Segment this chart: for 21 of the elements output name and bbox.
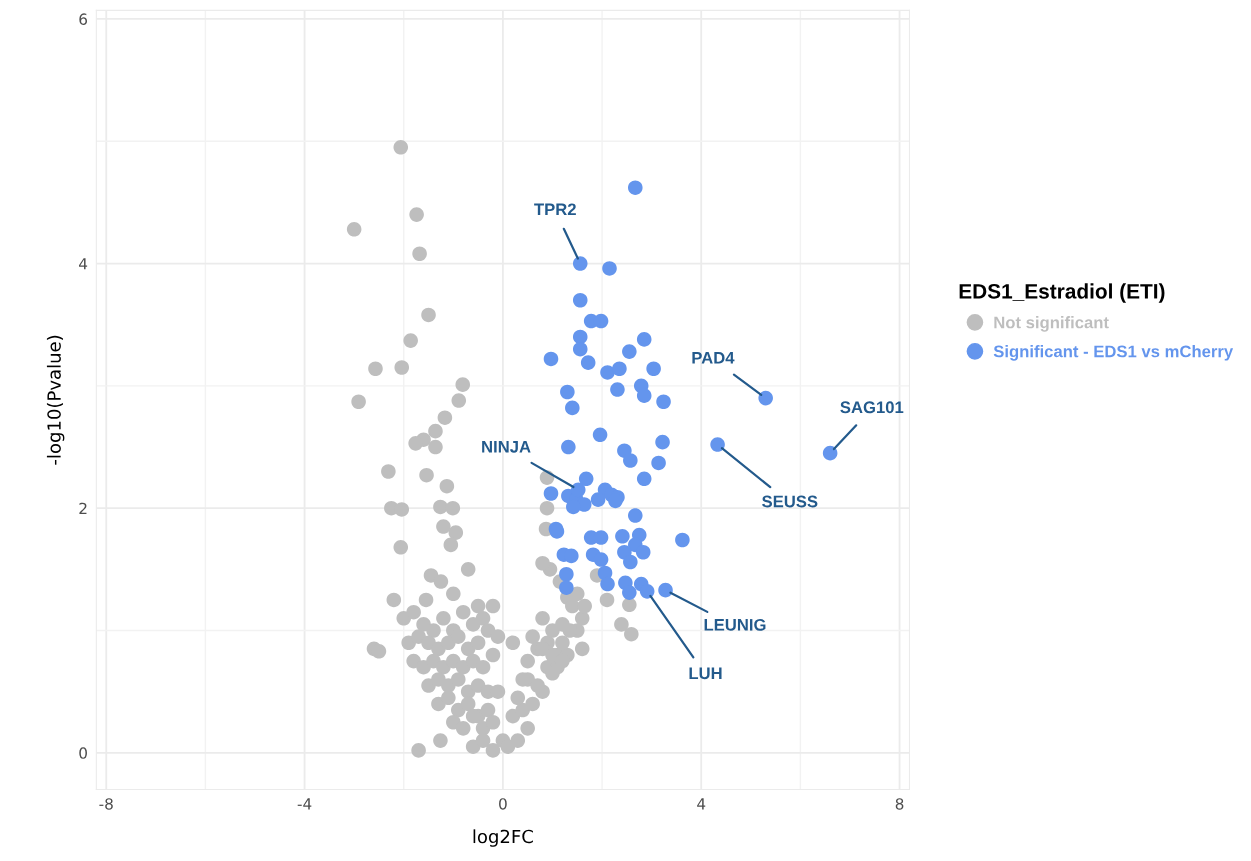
legend-label: Not significant <box>994 316 1109 332</box>
annotation: LUH <box>689 667 722 680</box>
annotation: PAD4 <box>692 352 735 364</box>
annotation: SEUSS <box>762 495 818 508</box>
annotation: LEUNIG <box>704 618 766 631</box>
x-tick-label: 8 <box>895 798 904 810</box>
legend-title: EDS1_Estradiol (ETI) <box>959 283 1165 303</box>
y-tick-label: 0 <box>79 747 87 759</box>
x-tick-label: 4 <box>697 798 706 810</box>
y-axis-title: -log10(Pvalue) <box>46 335 65 465</box>
legend-label: Significant - EDS1 vs mCherry <box>993 345 1234 361</box>
annotation: NINJA <box>482 441 531 453</box>
annotation: SAG101 <box>840 401 904 414</box>
x-tick-label: -4 <box>297 798 312 810</box>
y-tick-label: 4 <box>79 258 88 270</box>
x-tick-label: 0 <box>499 798 507 810</box>
y-tick-label: 6 <box>79 13 88 25</box>
x-tick-label: -8 <box>99 798 113 810</box>
annotation: TPR2 <box>534 203 576 216</box>
y-tick-label: 2 <box>79 502 87 514</box>
x-axis-title: log2FC <box>473 829 533 847</box>
